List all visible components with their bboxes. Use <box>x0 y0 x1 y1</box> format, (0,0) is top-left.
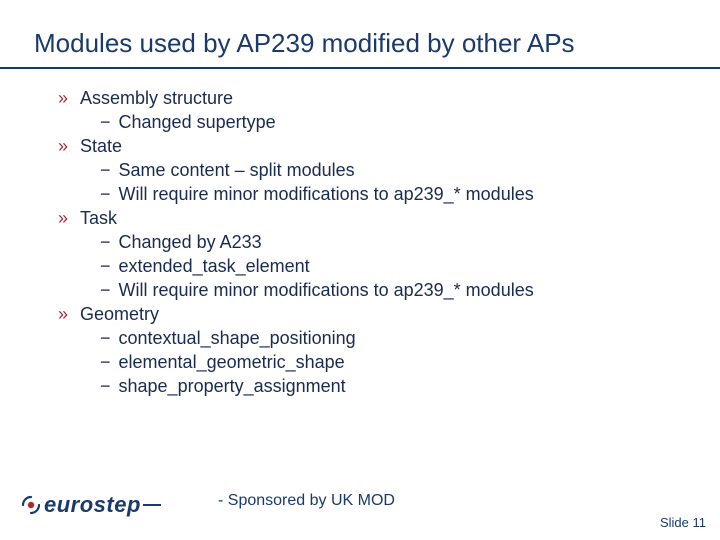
bullet-l2-icon: − <box>100 183 111 205</box>
sub-list-item-label: Will require minor modifications to ap23… <box>119 183 534 205</box>
sub-list-item: −Changed supertype <box>58 111 720 133</box>
bullet-l1-icon: » <box>58 87 68 109</box>
bullet-l2-icon: − <box>100 279 111 301</box>
list-item: » Task <box>58 207 720 229</box>
list-item: » State <box>58 135 720 157</box>
sub-list-item-label: Same content – split modules <box>119 159 355 181</box>
sub-list-item-label: elemental_geometric_shape <box>119 351 345 373</box>
list-item-label: Geometry <box>80 303 159 325</box>
sub-list-item-label: Changed supertype <box>119 111 276 133</box>
sub-list-item: −shape_property_assignment <box>58 375 720 397</box>
slide: Modules used by AP239 modified by other … <box>0 0 720 540</box>
bullet-l1-icon: » <box>58 207 68 229</box>
logo: eurostep <box>20 492 161 518</box>
slide-title: Modules used by AP239 modified by other … <box>0 0 720 69</box>
bullet-l2-icon: − <box>100 375 111 397</box>
bullet-l2-icon: − <box>100 231 111 253</box>
logo-mark-icon <box>20 494 42 516</box>
bullet-l2-icon: − <box>100 327 111 349</box>
sub-list-item: −extended_task_element <box>58 255 720 277</box>
sub-list-item: −elemental_geometric_shape <box>58 351 720 373</box>
bullet-l1-icon: » <box>58 303 68 325</box>
logo-text: eurostep <box>44 492 141 518</box>
sub-list-item: −Will require minor modifications to ap2… <box>58 183 720 205</box>
list-item-label: Assembly structure <box>80 87 233 109</box>
content-area: »Assembly structure−Changed supertype»St… <box>0 87 720 397</box>
sub-list-item-label: Will require minor modifications to ap23… <box>119 279 534 301</box>
bullet-l2-icon: − <box>100 255 111 277</box>
bullet-l1-icon: » <box>58 135 68 157</box>
sub-list-item: −Changed by A233 <box>58 231 720 253</box>
sub-list-item-label: contextual_shape_positioning <box>119 327 356 349</box>
list-item: » Assembly structure <box>58 87 720 109</box>
bullet-l2-icon: − <box>100 351 111 373</box>
sub-list-item: −Same content – split modules <box>58 159 720 181</box>
logo-dash-icon <box>143 504 161 507</box>
bullet-l2-icon: − <box>100 111 111 133</box>
bullet-l2-icon: − <box>100 159 111 181</box>
sponsor-text: - Sponsored by UK MOD <box>218 492 395 510</box>
slide-number: Slide 11 <box>660 515 706 530</box>
list-item-label: State <box>80 135 122 157</box>
sub-list-item: −Will require minor modifications to ap2… <box>58 279 720 301</box>
sub-list-item-label: extended_task_element <box>119 255 310 277</box>
footer: eurostep - Sponsored by UK MOD Slide 11 <box>0 470 720 540</box>
sub-list-item: −contextual_shape_positioning <box>58 327 720 349</box>
list-item: » Geometry <box>58 303 720 325</box>
list-item-label: Task <box>80 207 117 229</box>
sub-list-item-label: shape_property_assignment <box>119 375 346 397</box>
sub-list-item-label: Changed by A233 <box>119 231 262 253</box>
